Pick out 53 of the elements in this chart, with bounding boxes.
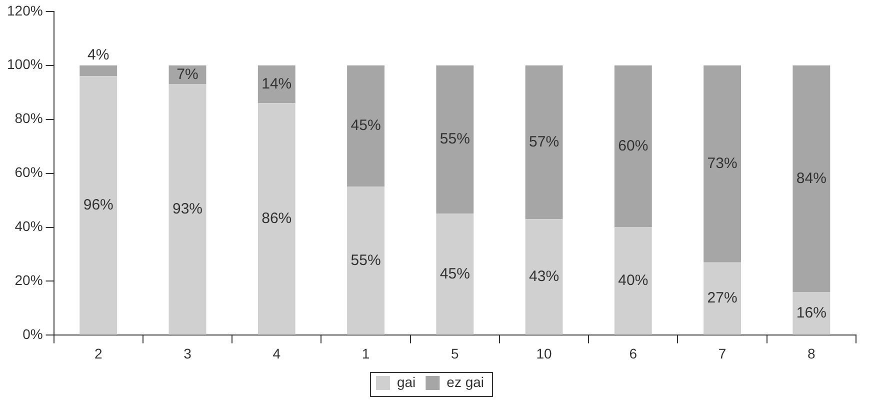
data-label: 40% [618,272,648,290]
x-tick-label: 6 [629,345,638,362]
data-label: 16% [796,304,826,322]
bar [80,76,118,335]
data-label: 55% [350,252,381,269]
y-tick-label: 100% [6,56,43,72]
bar [347,186,384,335]
legend-label: gai [396,374,416,390]
data-label: 43% [529,268,560,286]
bar [258,103,296,335]
bar [168,84,206,335]
x-tick-label: 8 [808,345,816,362]
y-tick-label: 120% [6,2,43,18]
y-tick-label: 60% [14,164,43,180]
bar [347,65,384,187]
bar [704,262,742,335]
bar [80,65,118,76]
y-tick-label: 80% [14,110,43,126]
bar [525,65,563,220]
x-tick-label: 2 [94,345,102,362]
x-tick-label: 4 [272,345,281,362]
data-label: 60% [618,137,648,154]
y-tick-label: 40% [14,218,43,234]
data-label: 93% [172,200,203,218]
bar [704,65,742,262]
bar [792,292,830,335]
data-label: 7% [176,66,198,83]
data-label: 84% [796,170,826,187]
data-label: 57% [529,133,560,150]
bar [436,65,474,214]
y-tick-label: 0% [22,326,43,342]
bar [436,214,474,335]
data-label: 73% [707,154,738,172]
data-label: 45% [440,265,470,282]
x-tick-label: 7 [718,345,726,362]
data-label: 27% [707,290,738,307]
bar [614,65,652,228]
data-label: 45% [350,117,381,134]
data-label: 86% [262,210,292,228]
bar [525,219,563,335]
legend-label: ez gai [446,374,484,390]
x-tick-label: 3 [184,345,192,362]
x-tick-label: 10 [536,345,552,362]
x-tick-label: 5 [451,345,460,362]
y-tick-label: 20% [14,272,43,288]
bar [792,65,830,292]
data-label: 96% [83,196,114,214]
bar [258,65,296,104]
data-label: 14% [262,75,292,92]
bar [614,227,652,335]
data-label: 55% [440,130,470,148]
x-tick-label: 1 [362,345,370,362]
data-label: 4% [88,46,110,64]
